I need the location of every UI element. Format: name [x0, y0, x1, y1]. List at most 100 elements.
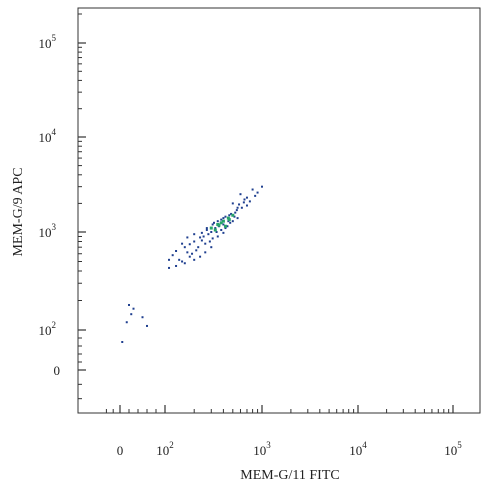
data-point-dense [209, 226, 213, 230]
data-point [171, 254, 174, 257]
data-point [233, 215, 236, 218]
data-point [211, 223, 214, 226]
data-point-dense [217, 223, 221, 227]
data-point [181, 242, 184, 245]
data-point [243, 198, 246, 201]
data-point [193, 233, 196, 236]
data-point [245, 196, 248, 199]
y-tick-label: 105 [39, 33, 57, 51]
data-point [231, 202, 234, 205]
data-point [211, 237, 214, 240]
data-point [202, 235, 205, 238]
data-point [251, 188, 254, 191]
data-point [224, 215, 227, 218]
data-point [168, 266, 171, 269]
data-point [193, 240, 196, 243]
data-point-dense [231, 213, 235, 217]
data-point [121, 341, 124, 343]
data-point-dense [227, 218, 231, 222]
data-point [188, 243, 191, 246]
data-point [210, 246, 213, 249]
data-point [215, 231, 218, 233]
y-axis-label: MEM-G/9 APC [11, 167, 26, 256]
data-point [236, 206, 239, 209]
data-point-dense [223, 224, 227, 228]
data-point [207, 233, 210, 236]
data-point [205, 228, 208, 231]
y-tick-label: 0 [54, 363, 61, 378]
data-point [183, 246, 186, 249]
data-point [197, 246, 200, 249]
data-point [220, 228, 223, 231]
data-point [222, 217, 225, 220]
data-point [254, 194, 257, 197]
data-point [199, 236, 202, 239]
data-point-dense [221, 219, 225, 223]
data-point [248, 200, 251, 203]
data-point [216, 235, 219, 238]
y-tick-label: 104 [39, 127, 57, 145]
data-point [146, 324, 148, 327]
data-point [216, 220, 219, 223]
y-tick-label: 103 [39, 222, 57, 240]
x-tick-label: 103 [253, 440, 271, 458]
x-tick-label: 102 [156, 440, 174, 458]
data-point [188, 255, 191, 258]
x-axis-minor-ticks [105, 409, 450, 413]
data-point [231, 220, 234, 223]
data-point [200, 231, 203, 234]
data-point [214, 227, 217, 230]
data-point [193, 258, 196, 261]
data-point-dense [213, 228, 217, 232]
data-point [186, 236, 189, 239]
data-point [178, 258, 181, 261]
data-point [204, 242, 207, 245]
x-tick-label: 105 [444, 440, 462, 458]
data-point [208, 240, 211, 243]
data-point [242, 201, 245, 204]
data-point-dense [226, 216, 230, 220]
x-tick-label: 0 [117, 443, 124, 458]
data-point [236, 217, 239, 220]
x-tick-label: 104 [349, 440, 367, 458]
data-point [256, 191, 259, 194]
plot-frame [77, 7, 481, 414]
data-point [239, 193, 242, 196]
data-point [199, 255, 202, 258]
data-point [200, 239, 203, 242]
data-point [240, 206, 243, 209]
data-point-dense [219, 221, 223, 225]
data-point [224, 227, 227, 230]
data-point [235, 209, 238, 212]
data-point [128, 303, 130, 306]
data-point [222, 223, 225, 226]
data-points [121, 185, 263, 343]
data-point [125, 321, 128, 324]
data-point [183, 262, 186, 265]
data-point [228, 214, 231, 217]
x-axis-label: MEM-G/11 FITC [240, 468, 339, 483]
y-tick-label: 102 [39, 320, 57, 338]
data-point [238, 203, 241, 206]
data-point [261, 185, 263, 188]
data-point [229, 221, 232, 224]
data-point [195, 249, 198, 252]
data-point [168, 258, 171, 261]
data-point [132, 307, 135, 310]
data-point [227, 220, 230, 223]
data-point [175, 249, 178, 252]
data-point [204, 251, 207, 254]
data-point [210, 231, 213, 233]
y-axis-minor-ticks [78, 13, 82, 400]
data-point [130, 313, 133, 316]
data-point [220, 218, 223, 221]
data-point [181, 260, 184, 263]
data-point [186, 251, 189, 254]
data-point [245, 204, 248, 207]
data-point [141, 316, 144, 319]
data-point [175, 264, 178, 267]
data-point [191, 252, 194, 255]
data-point [222, 231, 225, 234]
data-point [205, 227, 208, 230]
